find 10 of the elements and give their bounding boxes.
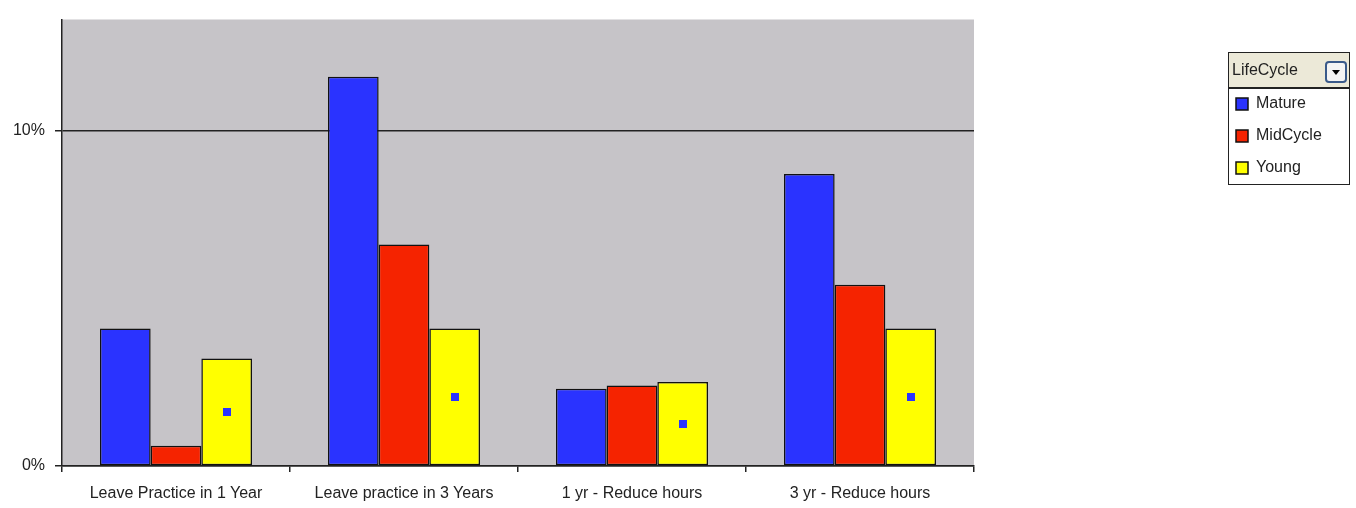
x-tick-label: 3 yr - Reduce hours — [789, 484, 931, 502]
x-tick-label: 1 yr - Reduce hours — [561, 484, 703, 502]
legend-title: LifeCycle — [1232, 61, 1298, 79]
legend-label: Young — [1256, 158, 1301, 176]
legend-label: Mature — [1256, 94, 1306, 112]
x-tick-label: Leave practice in 3 Years — [314, 484, 494, 502]
x-tick-label: Leave Practice in 1 Year — [89, 484, 263, 502]
legend-label: MidCycle — [1256, 126, 1322, 144]
y-tick-label: 0% — [21, 456, 45, 474]
y-tick-label: 10% — [12, 120, 45, 138]
